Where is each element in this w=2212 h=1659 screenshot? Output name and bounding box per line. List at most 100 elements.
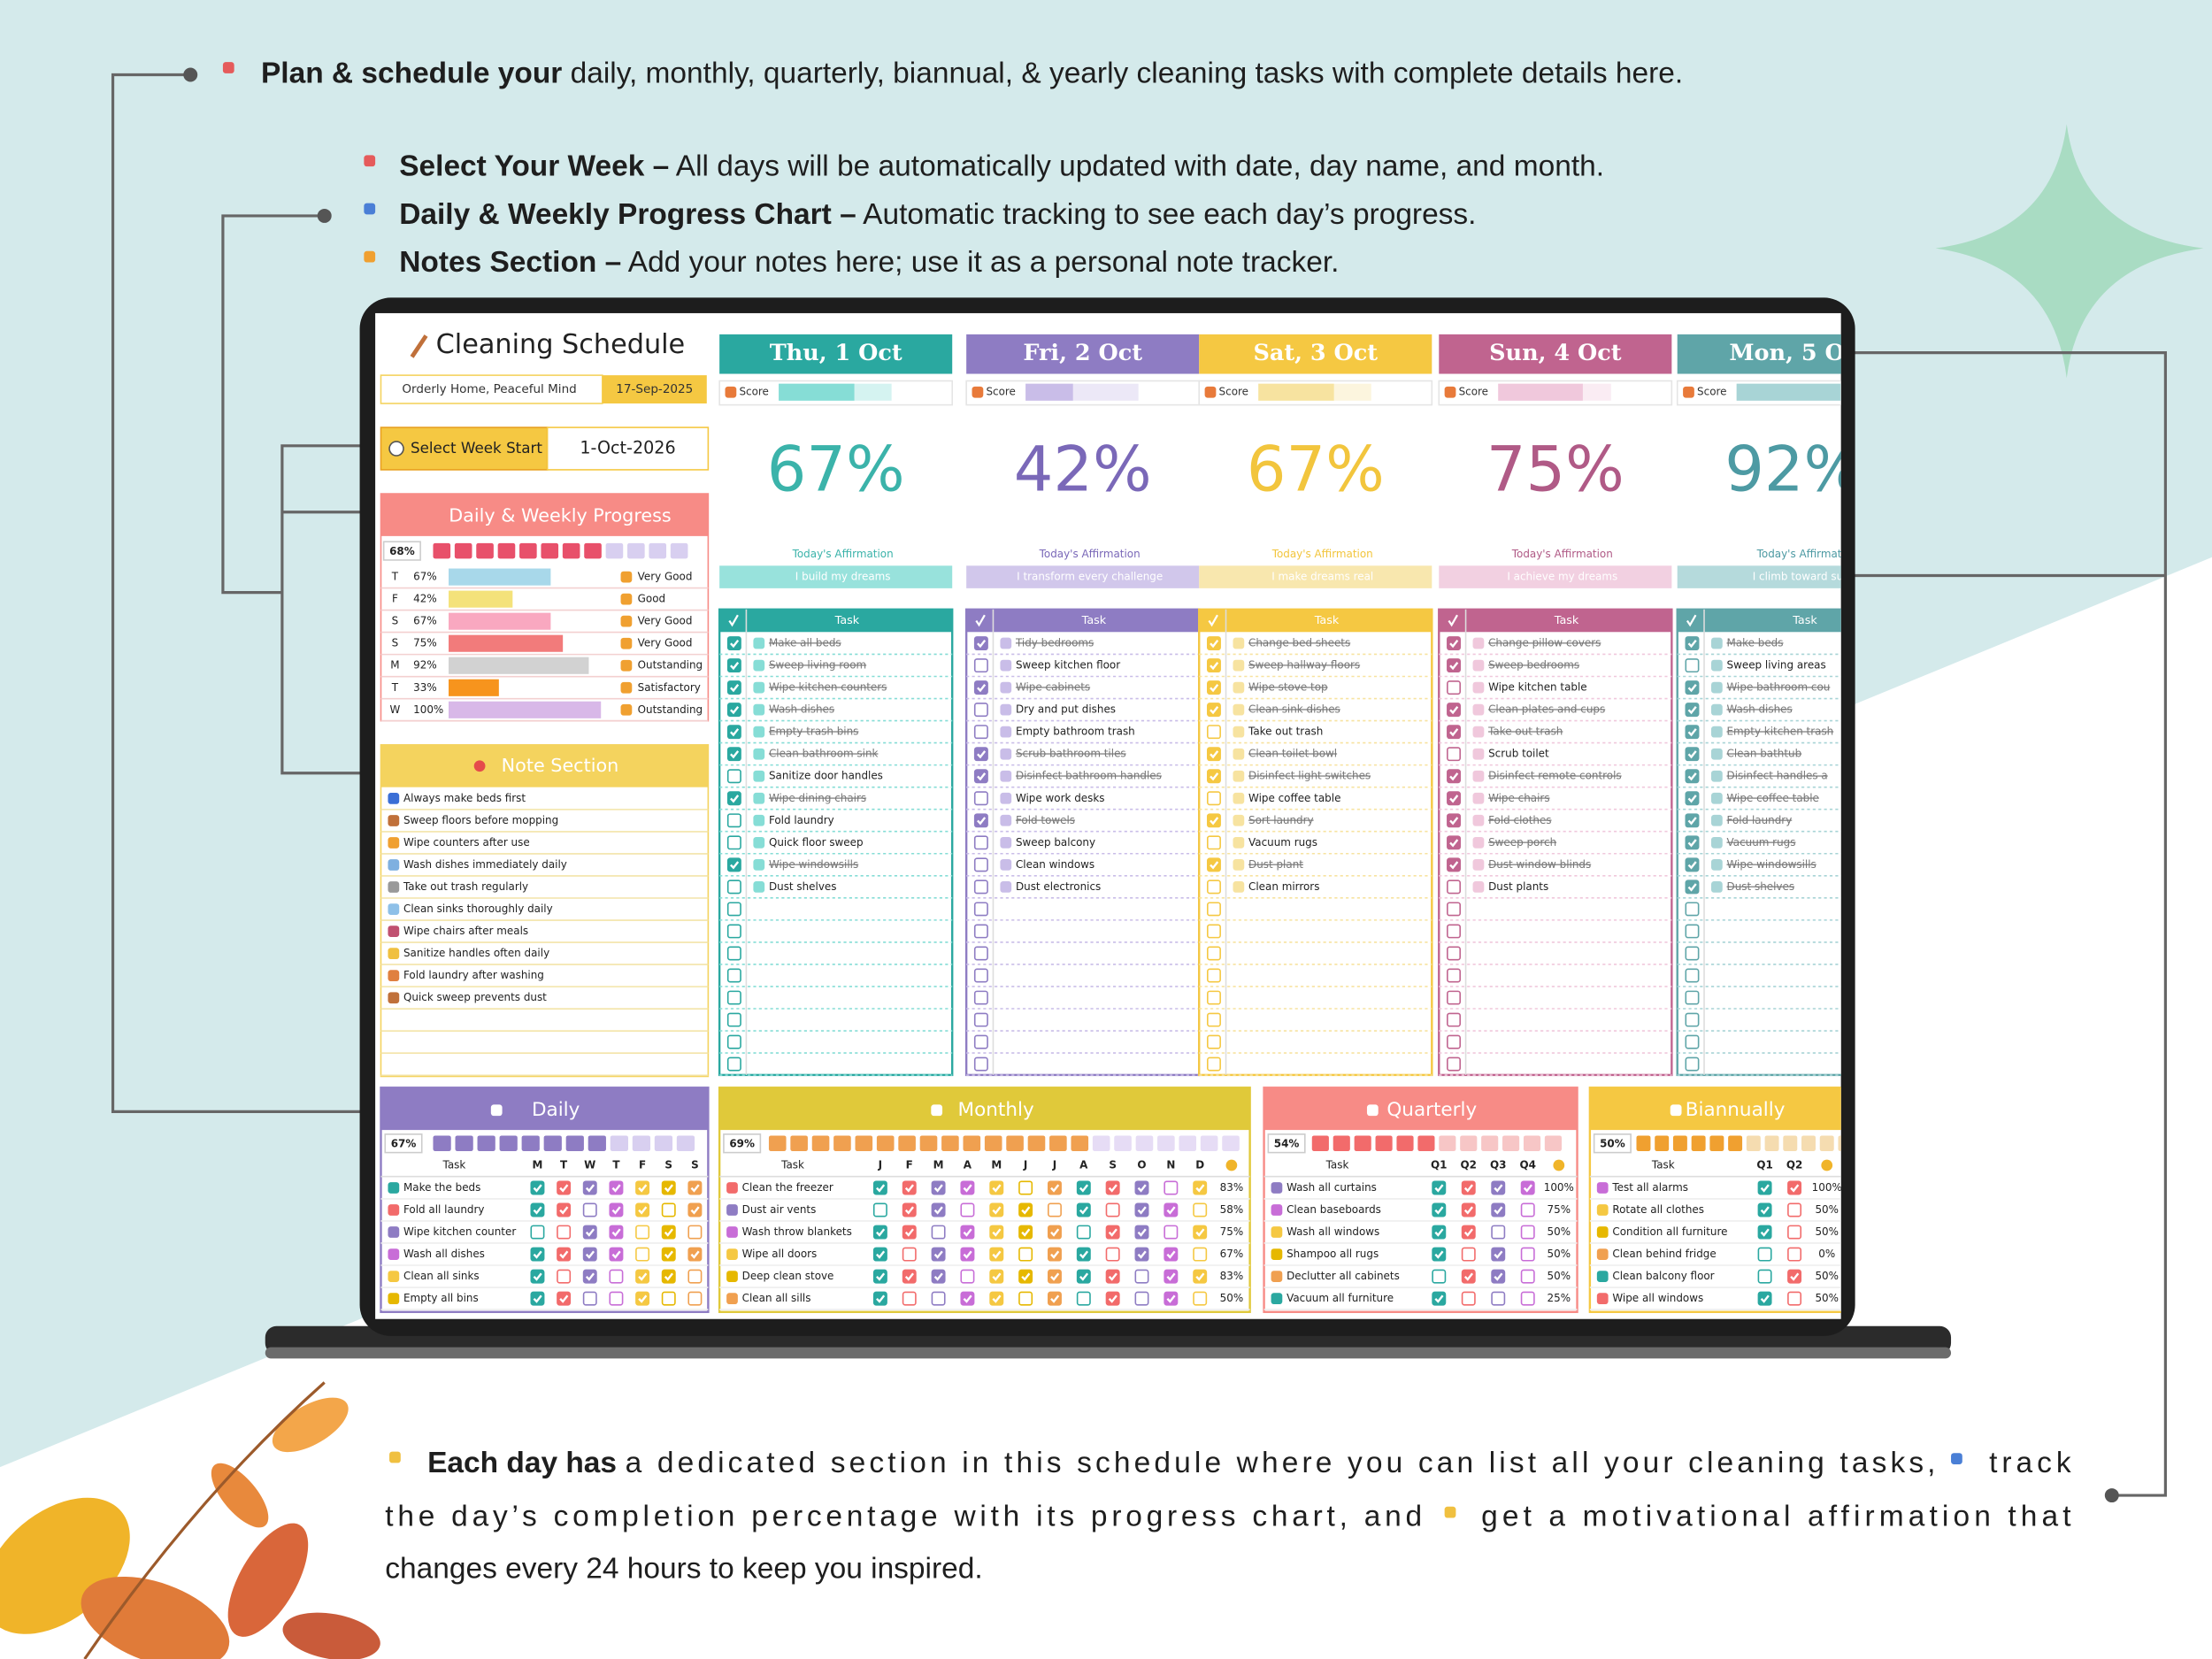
section-task: Wash throw blankets bbox=[742, 1225, 852, 1238]
checkbox bbox=[1520, 1269, 1535, 1284]
icon bbox=[388, 992, 400, 1004]
checkbox bbox=[609, 1247, 624, 1262]
checkbox bbox=[1206, 636, 1221, 651]
checkbox bbox=[1520, 1202, 1535, 1217]
checkbox bbox=[973, 835, 988, 850]
row-percent: 50% bbox=[1548, 1270, 1571, 1282]
checkbox-box bbox=[1447, 813, 1461, 828]
check-mark bbox=[690, 1250, 700, 1259]
progress-square bbox=[1439, 1135, 1456, 1152]
check-mark bbox=[730, 750, 740, 759]
checkbox-box bbox=[1018, 1202, 1033, 1217]
check-mark bbox=[638, 1294, 648, 1303]
checkbox bbox=[1047, 1247, 1062, 1262]
progress-square bbox=[1071, 1135, 1089, 1152]
connector-lines bbox=[111, 73, 2167, 1497]
checkbox bbox=[582, 1180, 597, 1195]
checkbox bbox=[1685, 902, 1700, 917]
overall-label: 67% bbox=[391, 1138, 417, 1150]
checkbox-box bbox=[902, 1269, 917, 1284]
section-task: Shampoo all rugs bbox=[1286, 1248, 1379, 1260]
checkbox-box bbox=[1432, 1291, 1447, 1306]
column-label: S bbox=[1109, 1158, 1117, 1171]
feature-text: Automatic tracking to see each day’s pro… bbox=[856, 198, 1477, 231]
row-percent: 50% bbox=[1220, 1292, 1244, 1304]
checkbox bbox=[1206, 1012, 1221, 1027]
icon bbox=[1710, 637, 1723, 649]
check-mark bbox=[1687, 684, 1697, 693]
check-mark bbox=[611, 1250, 621, 1259]
check-mark bbox=[963, 1250, 972, 1259]
day-percent: 67% bbox=[1247, 434, 1385, 506]
check-mark bbox=[1166, 1250, 1176, 1259]
checkbox bbox=[1206, 658, 1221, 673]
progress-square bbox=[1544, 1135, 1562, 1152]
checkbox bbox=[1206, 924, 1221, 939]
check-mark bbox=[730, 661, 740, 671]
task-text: Wipe kitchen table bbox=[1488, 681, 1587, 694]
checkbox-box bbox=[1685, 857, 1700, 872]
check-mark bbox=[1166, 1272, 1176, 1281]
check-mark bbox=[1449, 639, 1459, 649]
check-mark bbox=[1108, 1272, 1118, 1281]
checkbox-box bbox=[635, 1180, 650, 1195]
checkbox bbox=[687, 1225, 703, 1240]
checkbox bbox=[1134, 1291, 1149, 1306]
checkbox-box bbox=[1447, 725, 1461, 740]
column-label: S bbox=[691, 1158, 699, 1171]
check-mark bbox=[1687, 750, 1697, 759]
icon bbox=[753, 703, 765, 716]
checkbox bbox=[687, 1269, 703, 1284]
day-percent: 100% bbox=[413, 703, 443, 716]
check-mark bbox=[1687, 795, 1697, 803]
progress-square bbox=[1333, 1135, 1350, 1152]
checkbox-box bbox=[1491, 1180, 1506, 1195]
progress-square bbox=[562, 542, 580, 559]
affirmation-box bbox=[1199, 565, 1432, 588]
checkbox bbox=[1193, 1269, 1208, 1284]
checkbox-box bbox=[1447, 990, 1461, 1005]
checkbox bbox=[530, 1291, 545, 1306]
column-label: M bbox=[933, 1158, 944, 1171]
check-mark bbox=[638, 1206, 648, 1215]
section-task: Clean baseboards bbox=[1286, 1203, 1381, 1216]
checkbox-box bbox=[635, 1247, 650, 1262]
checkbox bbox=[1447, 658, 1461, 673]
task-text: Sanitize door handles bbox=[769, 770, 883, 782]
checkbox bbox=[1447, 902, 1461, 917]
icon bbox=[1000, 836, 1012, 849]
checkbox bbox=[1105, 1180, 1120, 1195]
check-mark bbox=[533, 1206, 542, 1215]
day-letter: T bbox=[391, 681, 399, 694]
checkbox bbox=[1461, 1269, 1476, 1284]
check-mark bbox=[638, 1272, 648, 1281]
row-percent: 67% bbox=[1220, 1248, 1244, 1260]
checkbox-box bbox=[1206, 636, 1221, 651]
icon bbox=[1271, 1204, 1283, 1216]
checkbox bbox=[635, 1291, 650, 1306]
progress-bar bbox=[449, 657, 589, 674]
check-mark bbox=[1449, 839, 1459, 848]
feature-text: Add your notes here; use it as a persona… bbox=[621, 246, 1339, 279]
checkbox-box bbox=[726, 879, 741, 895]
checkbox-box bbox=[661, 1202, 676, 1217]
checkbox-box bbox=[1018, 1269, 1033, 1284]
checkbox-box bbox=[973, 813, 988, 828]
checkbox bbox=[726, 703, 741, 718]
icon bbox=[1233, 726, 1245, 738]
icon bbox=[1596, 1248, 1609, 1260]
checkbox bbox=[902, 1180, 917, 1195]
task-text: Fold laundry bbox=[769, 814, 834, 826]
bottom-text: changes every 24 hours to keep you inspi… bbox=[385, 1552, 982, 1585]
progress-square bbox=[519, 542, 537, 559]
checkbox-box bbox=[1193, 1291, 1208, 1306]
checkbox-box bbox=[1685, 769, 1700, 784]
checkbox bbox=[973, 902, 988, 917]
check-mark bbox=[1760, 1206, 1770, 1215]
checkbox bbox=[726, 680, 741, 695]
date-box bbox=[602, 375, 707, 403]
icon bbox=[388, 793, 400, 804]
checkbox-box bbox=[1447, 902, 1461, 917]
checkbox-box bbox=[1461, 1269, 1476, 1284]
